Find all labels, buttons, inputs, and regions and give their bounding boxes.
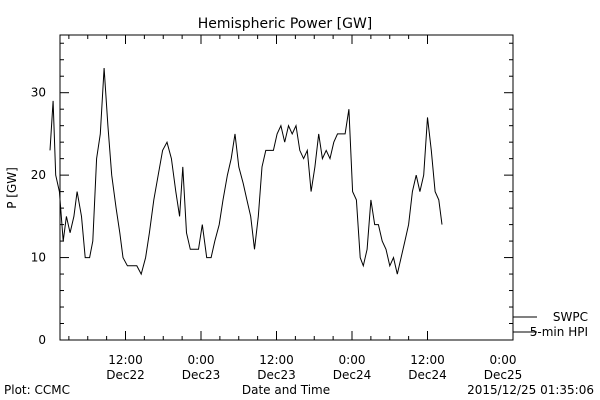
series-layer bbox=[49, 67, 443, 276]
x-tick-label-date: Dec23 bbox=[257, 368, 296, 382]
x-tick-label-time: 0:00 bbox=[490, 353, 517, 367]
y-tick-label: 10 bbox=[31, 251, 46, 265]
x-axis-label: Date and Time bbox=[242, 383, 330, 397]
x-tick-label-date: Dec25 bbox=[484, 368, 523, 382]
series-line bbox=[49, 67, 443, 276]
y-axis: 0 10 20 30 bbox=[31, 42, 513, 347]
x-axis: 12:00Dec220:00Dec2312:00Dec230:00Dec2412… bbox=[68, 35, 523, 382]
plot-credit: Plot: CCMC bbox=[4, 383, 70, 397]
y-axis-label: P [GW] bbox=[5, 167, 19, 209]
y-tick-label: 20 bbox=[31, 168, 46, 182]
y-tick-label: 30 bbox=[31, 86, 46, 100]
legend-label: 5-min HPI bbox=[530, 325, 588, 339]
x-tick-label-date: Dec24 bbox=[333, 368, 372, 382]
plot-timestamp: 2015/12/25 01:35:06 bbox=[467, 383, 594, 397]
x-tick-label-date: Dec23 bbox=[182, 368, 221, 382]
x-tick-label-date: Dec24 bbox=[408, 368, 447, 382]
y-tick-label: 0 bbox=[38, 333, 46, 347]
chart-title: Hemispheric Power [GW] bbox=[198, 16, 373, 32]
x-tick-label-date: Dec22 bbox=[106, 368, 145, 382]
x-tick-label-time: 0:00 bbox=[188, 353, 215, 367]
x-tick-label-time: 12:00 bbox=[108, 353, 143, 367]
plot-frame bbox=[59, 34, 514, 341]
x-tick-label-time: 0:00 bbox=[339, 353, 366, 367]
x-tick-label-time: 12:00 bbox=[410, 353, 445, 367]
legend-label: SWPC bbox=[553, 310, 588, 324]
x-tick-label-time: 12:00 bbox=[259, 353, 294, 367]
